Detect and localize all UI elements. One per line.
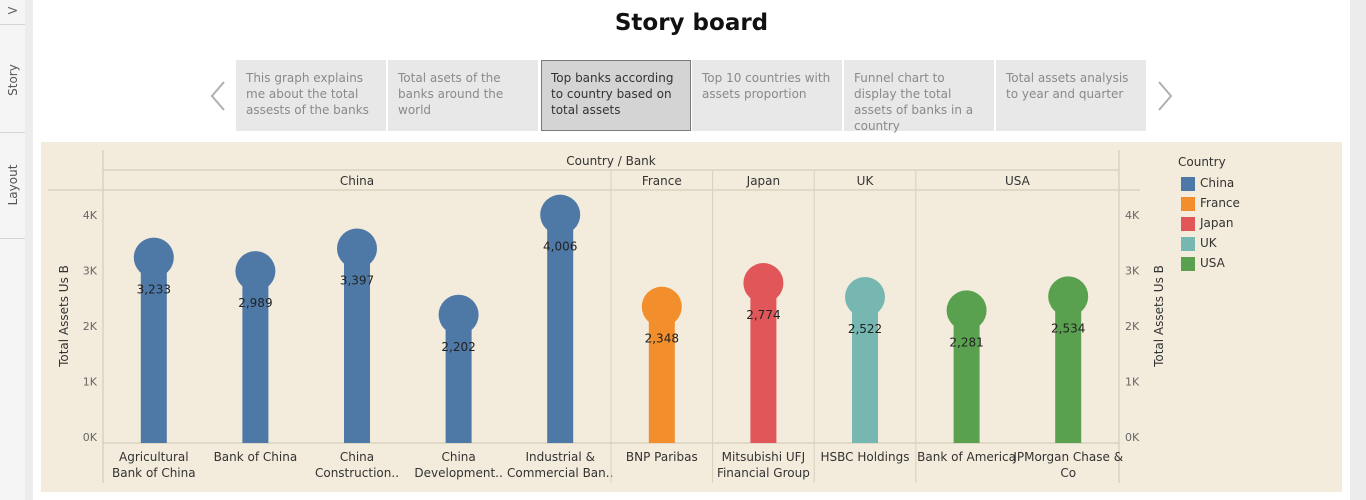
legend-swatch [1181, 177, 1195, 191]
sidebar-divider [0, 132, 25, 133]
story-point-2[interactable]: Total asets of the banks around the worl… [388, 60, 538, 131]
legend-label: USA [1200, 256, 1225, 270]
next-story-point-button[interactable] [1155, 78, 1177, 114]
legend-label: France [1200, 196, 1240, 210]
tab-layout-label: Layout [5, 164, 20, 206]
story-point-text: Funnel chart to display the total assets… [854, 71, 974, 133]
legend-title: Country [1178, 155, 1226, 169]
tab-layout[interactable]: Layout [0, 140, 25, 230]
legend-swatch [1181, 237, 1195, 251]
sidebar-divider [0, 238, 25, 239]
expand-sidebar-button[interactable]: > [6, 3, 19, 19]
chevron-right-icon [1158, 81, 1173, 111]
story-point-text: Total asets of the banks around the worl… [398, 71, 504, 117]
story-point-1[interactable]: This graph explains me about the total a… [236, 60, 386, 131]
story-point-3[interactable]: Top banks according to country based on … [541, 60, 691, 131]
sidebar-divider [0, 24, 25, 25]
story-point-text: Total assets analysis to year and quarte… [1006, 71, 1129, 101]
legend-swatch [1181, 197, 1195, 211]
legend-label: Japan [1200, 216, 1234, 230]
previous-story-point-button[interactable] [208, 78, 230, 114]
story-point-6[interactable]: Total assets analysis to year and quarte… [996, 60, 1146, 131]
left-gutter [25, 0, 33, 500]
left-sidebar: > Story Layout [0, 0, 26, 500]
story-point-text: Top 10 countries with assets proportion [702, 71, 831, 101]
legend-swatch [1181, 217, 1195, 231]
story-point-text: Top banks according to country based on … [551, 71, 674, 117]
page-title: Story board [614, 10, 769, 36]
tab-story-label: Story [5, 64, 20, 96]
legend-swatch [1181, 257, 1195, 271]
right-gutter [1350, 0, 1366, 500]
legend-label: China [1200, 176, 1235, 190]
story-point-text: This graph explains me about the total a… [246, 71, 369, 117]
legend-label: UK [1200, 236, 1217, 250]
tab-story[interactable]: Story [0, 35, 25, 125]
story-point-4[interactable]: Top 10 countries with assets proportion [692, 60, 842, 131]
chart-background [41, 142, 1342, 492]
story-point-5[interactable]: Funnel chart to display the total assets… [844, 60, 994, 133]
chevron-left-icon [210, 81, 225, 111]
